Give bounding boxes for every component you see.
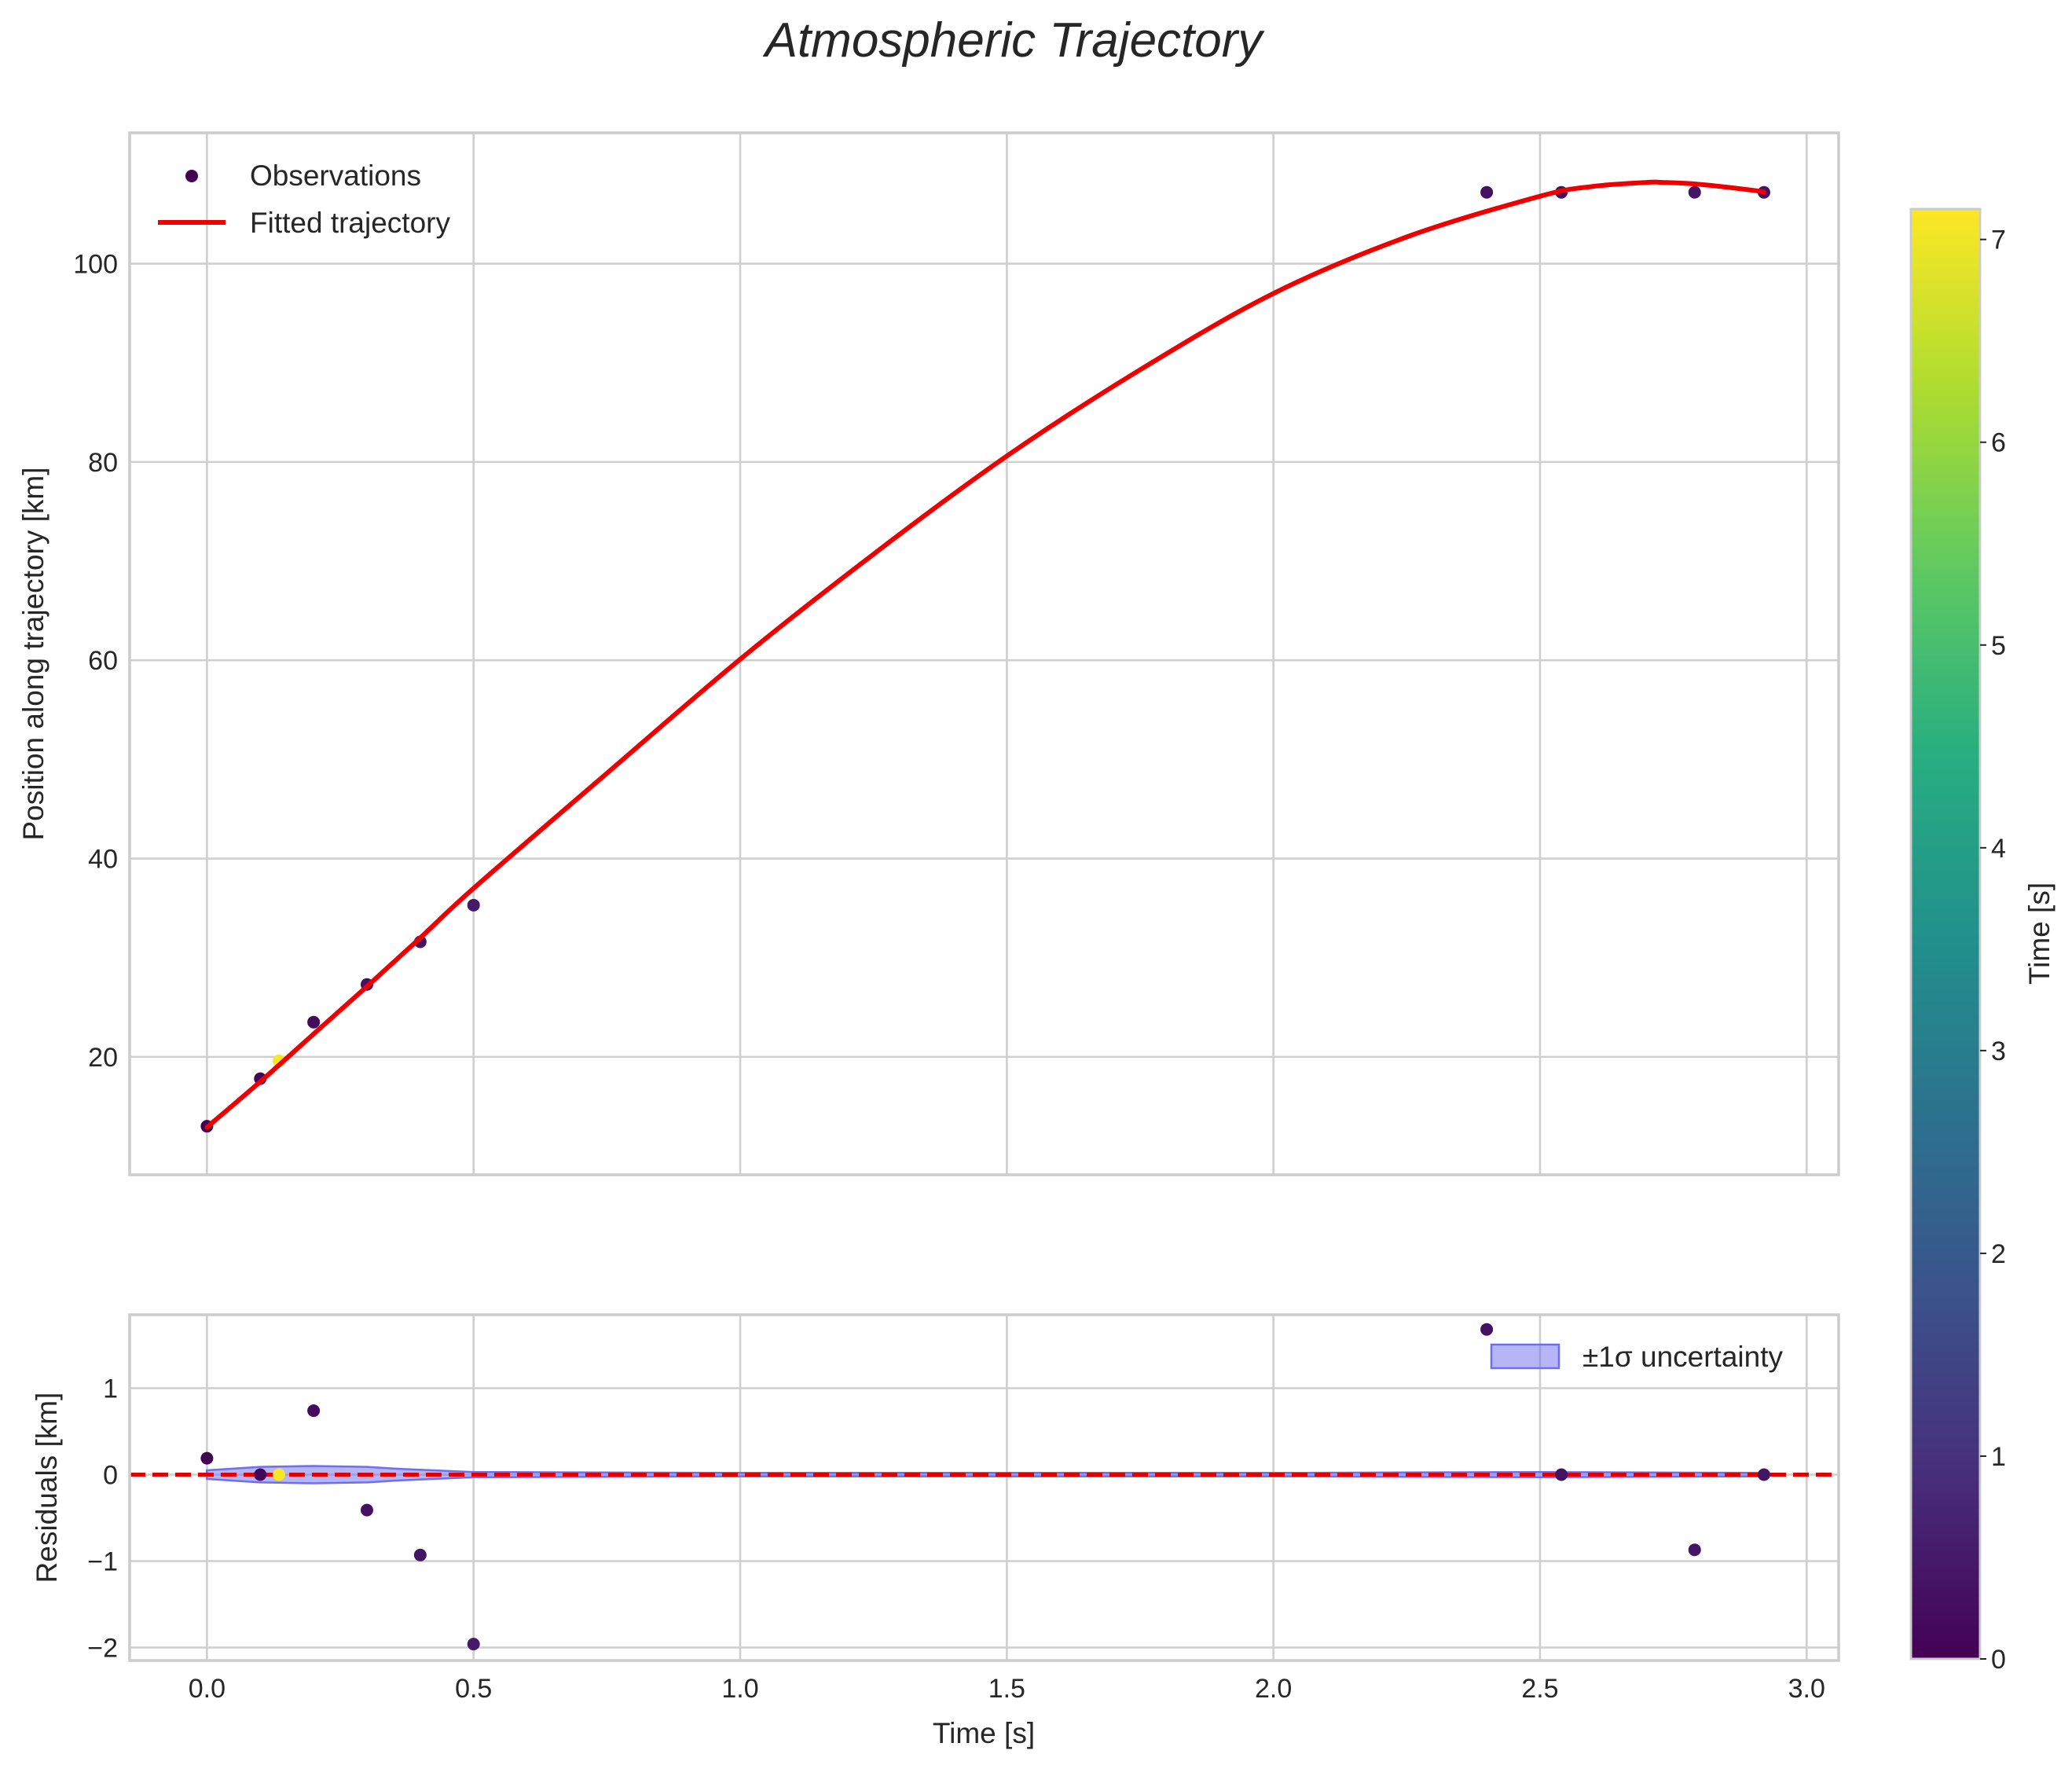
residual-point [254,1468,267,1481]
colorbar-tick-label: 5 [1991,631,2006,661]
legend-observations-marker [185,170,198,182]
observation-point [307,1015,321,1029]
top-legend: Observations Fitted trajectory [158,160,450,239]
residual-point [1757,1468,1770,1481]
colorbar-tick-label: 0 [1991,1645,2006,1675]
residual-point [1480,1323,1494,1336]
residual-point [360,1503,373,1517]
x-axis-label: Time [s] [933,1717,1035,1749]
x-tick-label: 3.0 [1788,1674,1825,1704]
top-panel-background [130,133,1839,1175]
bottom-y-axis-label: Residuals [km] [31,1393,63,1583]
bottom-legend: ±1σ uncertainty [1490,1341,1783,1373]
top-grid [130,133,1839,1175]
bottom-panel-background [130,1315,1839,1660]
colorbar-tick-label: 1 [1991,1442,2006,1472]
residual-point [467,1638,480,1651]
top-y-tick-label: 40 [88,845,118,875]
bottom-y-tick-label: 1 [103,1374,118,1404]
fitted-trajectory-line [204,179,1766,1130]
x-tick-label: 1.0 [721,1674,758,1704]
bottom-y-ticks: −2 −1 0 1 [87,1374,118,1664]
top-y-ticks: 20 40 60 80 100 [73,250,118,1073]
colorbar-tick-label: 4 [1991,834,2006,864]
residual-point [200,1451,214,1465]
residual-point [1555,1468,1568,1481]
top-y-axis-label: Position along trajectory [km] [17,467,50,840]
x-tick-label: 2.0 [1255,1674,1292,1704]
x-tick-label: 1.5 [988,1674,1025,1704]
x-tick-label: 0.5 [455,1674,492,1704]
observation-point [1688,185,1701,199]
x-ticks: 0.0 0.5 1.0 1.5 2.0 2.5 3.0 [189,1674,1825,1704]
top-y-tick-label: 20 [88,1043,118,1073]
bottom-y-tick-label: −2 [87,1634,118,1664]
residual-points [200,1323,1770,1651]
colorbar-ticks: 0 1 2 3 4 5 6 7 [1980,226,2006,1675]
legend-uncertainty-swatch [1490,1343,1560,1370]
colorbar: 0 1 2 3 4 5 6 7 Time [s] [1909,207,2055,1675]
legend-uncertainty-label: ±1σ uncertainty [1582,1341,1783,1373]
bottom-y-tick-label: −1 [87,1547,118,1577]
chart-title: Atmospheric Trajectory [762,13,1266,68]
residual-point [307,1404,321,1418]
colorbar-tick-label: 2 [1991,1239,2006,1269]
top-y-tick-label: 80 [88,448,118,478]
x-tick-label: 0.0 [189,1674,226,1704]
bottom-panel-frame [128,1313,1840,1662]
top-y-tick-label: 100 [73,250,118,280]
residual-point [1688,1543,1701,1557]
observation-point [467,898,480,912]
top-y-tick-label: 60 [88,646,118,676]
colorbar-tick-label: 7 [1991,226,2006,255]
legend-observations-label: Observations [250,160,421,192]
legend-fit-label: Fitted trajectory [250,207,450,239]
top-panel-frame [128,131,1840,1176]
x-tick-label: 2.5 [1521,1674,1558,1704]
colorbar-tick-label: 3 [1991,1037,2006,1066]
colorbar-tick-label: 6 [1991,428,2006,458]
top-panel: 20 40 60 80 100 Position along trajectory [k… [17,131,1840,1176]
bottom-panel: −2 −1 0 1 Residuals [km] 0.0 0.5 1.0 1.5 2.0 2.5… [31,1313,1840,1749]
bottom-y-tick-label: 0 [103,1461,118,1491]
residual-point [413,1548,427,1561]
colorbar-label: Time [s] [2023,882,2055,985]
residual-point [273,1468,286,1481]
colorbar-gradient [1909,207,1982,1660]
observation-point [1480,185,1494,199]
